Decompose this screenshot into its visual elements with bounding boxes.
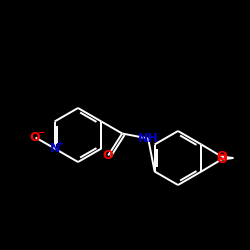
Text: O: O (216, 153, 227, 166)
Text: O: O (216, 150, 227, 163)
Text: +: + (56, 139, 63, 148)
Text: O: O (29, 131, 40, 144)
Text: O: O (103, 149, 114, 162)
Text: NH: NH (138, 132, 158, 145)
Text: N: N (50, 142, 60, 155)
Text: −: − (37, 128, 44, 137)
